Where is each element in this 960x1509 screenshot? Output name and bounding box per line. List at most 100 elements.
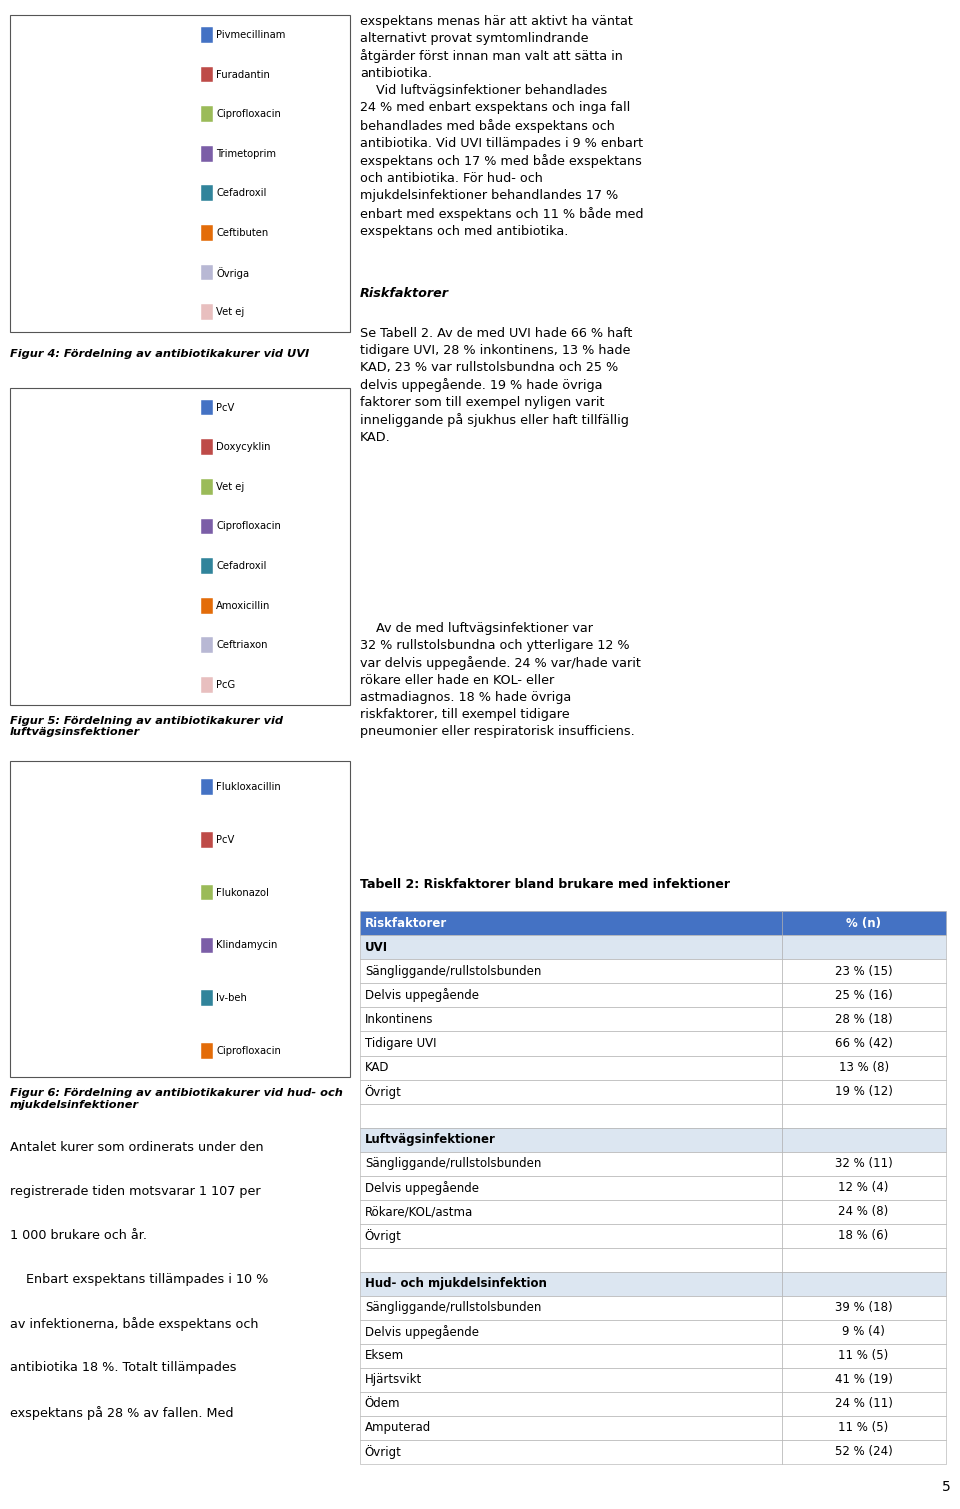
Text: Se Tabell 2. Av de med UVI hade 66 % haft
tidigare UVI, 28 % inkontinens, 13 % h: Se Tabell 2. Av de med UVI hade 66 % haf… <box>360 326 633 444</box>
Text: 57%: 57% <box>133 922 159 936</box>
Text: Sängliggande/rullstolsbunden: Sängliggande/rullstolsbunden <box>365 964 541 978</box>
Text: Furadantin: Furadantin <box>216 69 270 80</box>
Wedge shape <box>94 103 104 174</box>
Wedge shape <box>33 174 104 243</box>
Text: 28%: 28% <box>124 139 151 152</box>
Text: av infektionerna, både exspektans och: av infektionerna, både exspektans och <box>10 1317 258 1331</box>
Text: Delvis uppegående: Delvis uppegående <box>365 988 479 1002</box>
Text: 4%: 4% <box>48 468 65 478</box>
Wedge shape <box>61 109 104 174</box>
Text: Inkontinens: Inkontinens <box>365 1013 433 1026</box>
Text: Trimetoprim: Trimetoprim <box>216 149 276 158</box>
Text: PcV: PcV <box>216 834 234 845</box>
Text: Ciprofloxacin: Ciprofloxacin <box>216 1046 281 1056</box>
Wedge shape <box>58 481 104 546</box>
Text: Delvis uppegående: Delvis uppegående <box>365 1180 479 1195</box>
Text: 21%: 21% <box>81 582 107 596</box>
Text: 28 % (18): 28 % (18) <box>835 1013 893 1026</box>
Text: exspektans menas här att aktivt ha väntat
alternativt provat symtomlindrande
åtg: exspektans menas här att aktivt ha vänta… <box>360 15 643 237</box>
Text: 19 % (12): 19 % (12) <box>834 1085 893 1099</box>
Text: registrerade tiden motsvarar 1 107 per: registrerade tiden motsvarar 1 107 per <box>10 1185 260 1198</box>
Text: Av de med luftvägsinfektioner var
32 % rullstolsbundna och ytterligare 12 %
var : Av de med luftvägsinfektioner var 32 % r… <box>360 622 641 738</box>
Text: KAD: KAD <box>365 1061 390 1074</box>
Text: 5%: 5% <box>65 833 83 842</box>
Text: PcG: PcG <box>216 681 235 690</box>
Text: 2%: 2% <box>89 81 107 92</box>
Text: Tabell 2: Riskfaktorer bland brukare med infektioner: Tabell 2: Riskfaktorer bland brukare med… <box>360 878 730 892</box>
Text: Ödem: Ödem <box>365 1397 400 1411</box>
Text: Rökare/KOL/astma: Rökare/KOL/astma <box>365 1206 473 1218</box>
Text: Övrigt: Övrigt <box>365 1228 401 1242</box>
Text: 24 % (11): 24 % (11) <box>834 1397 893 1411</box>
Wedge shape <box>33 116 104 178</box>
Wedge shape <box>33 919 104 984</box>
Text: 9 % (4): 9 % (4) <box>842 1325 885 1338</box>
Text: % (n): % (n) <box>846 917 881 930</box>
Text: Hud- och mjukdelsinfektion: Hud- och mjukdelsinfektion <box>365 1277 546 1290</box>
Wedge shape <box>49 546 133 617</box>
Text: 43%: 43% <box>133 530 159 543</box>
Text: Figur 5: Fördelning av antibiotikakurer vid
luftvägsinsfektioner: Figur 5: Fördelning av antibiotikakurer … <box>10 715 282 738</box>
Wedge shape <box>104 475 175 611</box>
Text: Luftvägsinfektioner: Luftvägsinfektioner <box>365 1133 495 1145</box>
Text: Doxycyklin: Doxycyklin <box>216 442 271 453</box>
Text: 21%: 21% <box>58 196 84 210</box>
Text: Ceftibuten: Ceftibuten <box>216 228 269 238</box>
Wedge shape <box>85 475 104 546</box>
Text: Iv-beh: Iv-beh <box>216 993 247 1003</box>
Text: Riskfaktorer: Riskfaktorer <box>360 287 449 300</box>
Wedge shape <box>43 857 104 919</box>
Text: 16%: 16% <box>50 148 77 161</box>
Text: 1 000 brukare och år.: 1 000 brukare och år. <box>10 1228 147 1242</box>
Text: Figur 4: Fördelning av antibiotikakurer vid UVI: Figur 4: Fördelning av antibiotikakurer … <box>10 349 309 359</box>
Text: 5: 5 <box>942 1480 950 1494</box>
Text: 3%: 3% <box>76 85 93 94</box>
Wedge shape <box>69 850 104 919</box>
Text: Eksem: Eksem <box>365 1349 404 1363</box>
Text: 41 % (19): 41 % (19) <box>834 1373 893 1387</box>
Wedge shape <box>39 492 104 546</box>
Text: Figur 6: Fördelning av antibiotikakurer vid hud- och
mjukdelsinfektioner: Figur 6: Fördelning av antibiotikakurer … <box>10 1088 343 1111</box>
Text: 12 % (4): 12 % (4) <box>838 1182 889 1194</box>
Text: 10%: 10% <box>48 901 74 914</box>
Text: Vet ej: Vet ej <box>216 481 245 492</box>
Text: Ceftriaxon: Ceftriaxon <box>216 640 268 650</box>
Text: Vet ej: Vet ej <box>216 308 245 317</box>
Text: Pivmecillinam: Pivmecillinam <box>216 30 286 39</box>
Text: Antalet kurer som ordinerats under den: Antalet kurer som ordinerats under den <box>10 1141 263 1154</box>
Text: 2%: 2% <box>62 88 81 98</box>
Text: Övriga: Övriga <box>216 267 250 279</box>
Text: Klindamycin: Klindamycin <box>216 940 277 951</box>
Wedge shape <box>90 174 173 244</box>
Text: Flukloxacillin: Flukloxacillin <box>216 782 281 792</box>
Text: 52 % (24): 52 % (24) <box>835 1446 893 1458</box>
Text: Riskfaktorer: Riskfaktorer <box>365 917 447 930</box>
Text: exspektans på 28 % av fallen. Med: exspektans på 28 % av fallen. Med <box>10 1406 233 1420</box>
Text: Övrigt: Övrigt <box>365 1444 401 1459</box>
Text: 32 % (11): 32 % (11) <box>835 1157 893 1169</box>
Text: Sängliggande/rullstolsbunden: Sängliggande/rullstolsbunden <box>365 1157 541 1169</box>
Text: Övrigt: Övrigt <box>365 1085 401 1099</box>
Text: Cefadroxil: Cefadroxil <box>216 189 267 198</box>
Wedge shape <box>73 848 175 990</box>
Wedge shape <box>104 103 175 187</box>
Text: Ciprofloxacin: Ciprofloxacin <box>216 109 281 119</box>
Text: PcV: PcV <box>216 403 234 412</box>
Text: 3%: 3% <box>86 827 104 837</box>
Wedge shape <box>33 881 104 924</box>
Text: UVI: UVI <box>365 942 388 954</box>
Text: antibiotika 18 %. Totalt tillämpades: antibiotika 18 %. Totalt tillämpades <box>10 1361 236 1375</box>
Text: Ciprofloxacin: Ciprofloxacin <box>216 522 281 531</box>
Wedge shape <box>90 848 104 919</box>
Text: 11 % (5): 11 % (5) <box>838 1421 889 1434</box>
Text: 11 % (5): 11 % (5) <box>838 1349 889 1363</box>
Wedge shape <box>33 546 104 592</box>
Text: Enbart exspektans tillämpades i 10 %: Enbart exspektans tillämpades i 10 % <box>10 1274 268 1286</box>
Text: 17%: 17% <box>54 937 80 951</box>
Text: Tidigare UVI: Tidigare UVI <box>365 1037 436 1050</box>
Text: Hjärtsvikt: Hjärtsvikt <box>365 1373 422 1387</box>
Text: 3%: 3% <box>50 94 68 104</box>
Text: 7%: 7% <box>10 522 28 533</box>
Text: 7%: 7% <box>26 487 43 498</box>
Text: 66 % (42): 66 % (42) <box>834 1037 893 1050</box>
